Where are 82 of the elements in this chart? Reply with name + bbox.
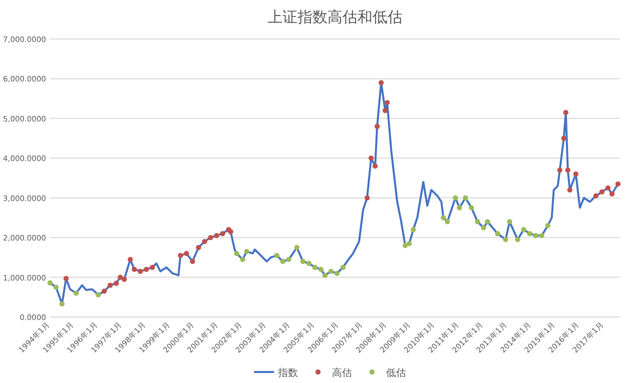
point	[286, 256, 292, 262]
point	[468, 205, 474, 210]
point	[178, 252, 184, 258]
legend-label: 高估	[332, 367, 352, 379]
point	[440, 215, 446, 220]
point	[563, 110, 568, 116]
point	[609, 191, 615, 196]
legend-label: 低估	[386, 368, 406, 379]
point	[53, 284, 59, 290]
point	[533, 232, 538, 238]
point	[300, 258, 306, 264]
point	[452, 195, 458, 200]
point	[364, 195, 370, 200]
point	[47, 280, 53, 286]
point	[372, 163, 378, 169]
point	[545, 223, 550, 228]
point	[565, 167, 570, 173]
point	[150, 264, 155, 270]
point	[615, 181, 621, 187]
point	[334, 270, 340, 276]
point	[340, 264, 346, 270]
point	[63, 276, 69, 282]
point	[384, 100, 390, 106]
legend-label: 指数	[277, 367, 298, 379]
point	[402, 242, 408, 248]
point	[73, 290, 79, 296]
point	[132, 266, 137, 272]
point	[202, 238, 208, 244]
point	[294, 244, 300, 250]
point	[515, 236, 520, 242]
point	[220, 231, 226, 236]
point	[318, 266, 324, 272]
point	[474, 219, 480, 224]
point	[306, 260, 312, 266]
point	[274, 252, 280, 258]
point	[494, 231, 500, 236]
point	[462, 195, 468, 200]
point	[114, 280, 119, 286]
point	[557, 167, 562, 173]
point	[328, 268, 334, 274]
point	[539, 232, 544, 238]
point	[214, 232, 220, 238]
point	[561, 136, 566, 141]
point	[484, 219, 490, 224]
point	[102, 288, 107, 294]
point	[280, 258, 286, 264]
point	[374, 124, 380, 129]
point	[444, 219, 450, 224]
point	[122, 276, 127, 282]
point	[144, 266, 149, 272]
point	[196, 244, 202, 250]
point	[410, 227, 416, 232]
point	[573, 171, 578, 177]
point	[507, 219, 512, 224]
point	[138, 268, 143, 274]
point	[599, 189, 605, 194]
point	[108, 282, 113, 288]
point	[190, 258, 196, 264]
point	[322, 272, 328, 278]
point	[382, 108, 388, 114]
point	[567, 187, 572, 193]
point	[234, 250, 240, 256]
point	[128, 256, 133, 262]
point	[368, 156, 374, 161]
point	[593, 193, 599, 198]
point	[480, 225, 486, 230]
point	[184, 250, 190, 256]
point	[59, 301, 65, 306]
point	[96, 292, 101, 298]
point	[527, 231, 532, 236]
point	[406, 240, 412, 246]
point	[456, 205, 462, 210]
point	[521, 227, 526, 232]
point	[605, 185, 611, 191]
point	[240, 256, 246, 262]
point	[312, 264, 318, 270]
point	[118, 274, 123, 280]
point	[208, 234, 214, 240]
point	[378, 80, 384, 86]
chart-title: 上证指数高估和低估	[268, 8, 402, 26]
point	[244, 248, 250, 254]
point	[503, 236, 508, 242]
